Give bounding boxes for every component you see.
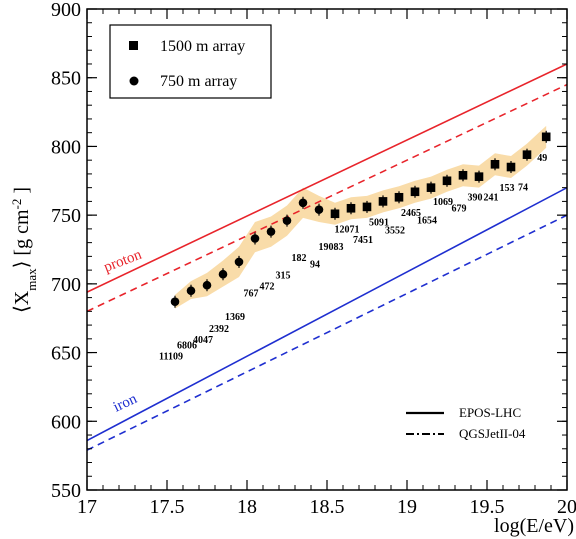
data-point-1500m (330, 209, 340, 219)
y-tick-label: 800 (51, 136, 81, 158)
x-tick-label: 20 (557, 496, 576, 518)
event-count-label: 1654 (417, 216, 437, 227)
data-point-1500m (442, 176, 452, 186)
event-count-label: 1369 (225, 312, 245, 323)
legend-label-1500: 1500 m array (160, 38, 245, 55)
x-tick-label: 19 (397, 496, 417, 518)
y-tick-label: 850 (51, 68, 81, 90)
proton-qgsjet-line (87, 83, 567, 313)
proton-epos-line (87, 63, 567, 293)
data-point-750m (314, 205, 324, 214)
event-count-label: 12071 (335, 224, 360, 235)
event-count-label: 94 (310, 260, 320, 271)
x-tick-label: 18.5 (310, 496, 345, 518)
data-point-750m (170, 297, 180, 307)
data-point-1500m (506, 162, 516, 172)
iron-label: iron (111, 391, 140, 416)
event-count-label: 679 (452, 203, 467, 214)
y-tick-label: 600 (51, 411, 81, 433)
y-tick-label: 750 (51, 205, 81, 227)
x-tick-label: 18 (237, 496, 257, 518)
systematic-uncertainty-band (175, 125, 547, 309)
data-point-750m (266, 227, 276, 236)
x-axis-title: log(E/eV) (494, 515, 574, 537)
data-point-1500m (394, 192, 404, 202)
event-count-label: 182 (292, 253, 307, 264)
data-point-1500m (346, 203, 356, 213)
data-point-750m (218, 269, 228, 279)
event-count-label: 19083 (319, 242, 344, 253)
iron-epos-line (87, 186, 567, 442)
y-tick-label: 550 (51, 480, 81, 502)
data-point-1500m (426, 183, 436, 192)
legend-label-epos: EPOS-LHC (459, 405, 521, 420)
proton-label: proton (102, 247, 145, 276)
data-point-1500m (474, 172, 484, 181)
data-point-1500m (541, 132, 551, 142)
data-point-750m (186, 286, 196, 296)
event-count-label: 472 (260, 282, 275, 293)
event-count-label: 767 (244, 289, 259, 300)
legend-box (109, 24, 272, 99)
y-tick-label: 700 (51, 274, 81, 296)
event-count-label: 2465 (401, 208, 421, 219)
data-point-1500m (410, 187, 420, 197)
event-count-label: 1069 (433, 197, 453, 208)
event-count-label: 315 (276, 271, 291, 282)
data-point-750m (250, 234, 260, 243)
data-point-750m (282, 216, 292, 225)
event-count-label: 7451 (353, 235, 373, 246)
event-count-label: 390 (468, 193, 483, 204)
legend-arrays: 1500 m array 750 m array (109, 24, 272, 99)
square-marker-icon (129, 41, 138, 50)
event-count-label: 241 (484, 192, 499, 203)
iron-qgsjet-line (87, 214, 567, 451)
data-point-750m (234, 257, 244, 267)
event-count-label: 2392 (209, 324, 229, 335)
y-tick-label: 900 (51, 0, 81, 21)
event-count-label: 3552 (385, 225, 405, 236)
legend-models: EPOS-LHC QGSJetII-04 (406, 405, 526, 441)
event-count-label: 153 (500, 183, 515, 194)
legend-label-qgsjet: QGSJetII-04 (459, 426, 526, 441)
event-count-label: 4047 (193, 335, 213, 346)
data-point-750m (298, 198, 308, 208)
y-tick-label: 650 (51, 343, 81, 365)
data-point-1500m (378, 197, 388, 206)
event-count-label: 11109 (159, 352, 183, 363)
data-point-1500m (490, 159, 500, 169)
data-point-1500m (362, 202, 372, 212)
event-count-label: 5091 (369, 217, 389, 228)
data-point-750m (202, 280, 212, 290)
circle-marker-icon (129, 76, 139, 86)
x-tick-label: 17 (77, 496, 97, 518)
x-tick-label: 19.5 (470, 496, 505, 518)
event-count-label: 49 (537, 153, 547, 164)
data-point-1500m (522, 150, 532, 159)
legend-label-750: 750 m array (160, 73, 237, 90)
event-count-label: 6806 (177, 341, 197, 352)
data-point-1500m (458, 170, 468, 180)
x-tick-label: 17.5 (150, 496, 185, 518)
event-count-label: 74 (518, 183, 528, 194)
y-axis-title: ⟨Xmax⟩ [g cm-2 ] (9, 187, 39, 313)
